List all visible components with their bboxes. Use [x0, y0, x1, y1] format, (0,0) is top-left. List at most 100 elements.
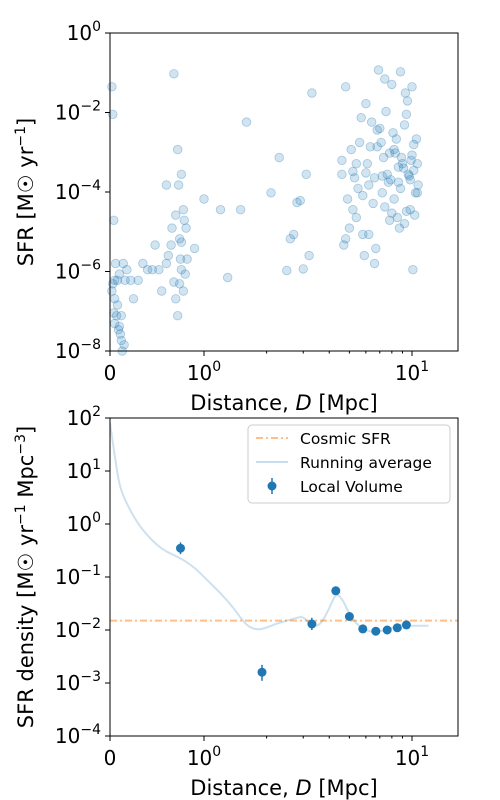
scatter-point [178, 286, 189, 296]
scatter-point [222, 272, 233, 283]
scatter-point [266, 188, 276, 198]
y-tick-label: 101 [67, 457, 101, 483]
scatter-point [354, 137, 365, 148]
scatter-point [344, 223, 355, 233]
scatter-point [389, 144, 399, 155]
x-axis-label-top: Distance, D [Mpc] [190, 391, 377, 415]
x-tick-label: 101 [395, 359, 429, 385]
scatter-point [171, 210, 181, 220]
scatter-point [380, 202, 390, 212]
scatter-point [110, 258, 121, 269]
scatter-point [406, 155, 416, 166]
scatter-points [107, 65, 423, 356]
scatter-point [307, 88, 317, 98]
scatter-point [402, 96, 413, 106]
legend-local-volume-marker [267, 481, 277, 491]
scatter-point [377, 188, 388, 198]
scatter-point [401, 109, 412, 120]
local-volume-point [358, 624, 368, 634]
scatter-point [371, 243, 381, 254]
scatter-point [361, 168, 371, 178]
scatter-point [372, 142, 382, 152]
scatter-point [128, 294, 139, 304]
scatter-point [388, 128, 398, 138]
scatter-point [348, 166, 358, 177]
scatter-point [337, 169, 347, 180]
scatter-point [372, 125, 382, 135]
scatter-point [395, 67, 406, 77]
scatter-point [405, 175, 415, 185]
legend-box [247, 424, 451, 504]
scatter-point [393, 162, 404, 172]
y-tick-label: 102 [67, 404, 101, 430]
scatter-point [169, 69, 179, 79]
scatter-point [376, 137, 386, 148]
scatter-point [400, 88, 411, 98]
scatter-point [118, 258, 128, 269]
sfr-density-panel: 0 100 101 10−4 10−3 10−2 10−1 100 101 102 Distan… [13, 404, 459, 800]
scatter-point [397, 158, 408, 169]
scatter-point [173, 180, 184, 190]
scatter-point [215, 204, 226, 215]
scatter-point [399, 218, 410, 229]
scatter-point [412, 158, 423, 169]
scatter-point [407, 82, 417, 92]
x-tick-label: 101 [395, 744, 429, 770]
y-tick-label: 10−3 [55, 669, 101, 695]
scatter-point [115, 329, 126, 339]
scatter-point [383, 177, 394, 187]
scatter-point [172, 311, 183, 321]
scatter-point [176, 237, 187, 247]
scatter-point [175, 254, 186, 264]
scatter-point [395, 183, 406, 194]
scatter-point [116, 335, 127, 346]
scatter-point [108, 279, 118, 289]
scatter-point [364, 180, 374, 190]
scatter-point [367, 117, 377, 127]
scatter-point [375, 123, 385, 134]
scatter-point [179, 215, 190, 226]
legend: Cosmic SFR Running average Local Volume [247, 424, 451, 504]
scatter-point [289, 229, 299, 240]
scatter-point [408, 265, 418, 275]
scatter-point [378, 152, 389, 163]
scatter-point [241, 117, 252, 127]
x-tick-label: 100 [187, 744, 221, 770]
scatter-point [384, 148, 395, 158]
scatter-point [274, 152, 284, 163]
scatter-point [398, 163, 409, 173]
scatter-point [169, 277, 179, 287]
legend-local-volume-label: Local Volume [300, 478, 403, 496]
local-volume-point [176, 543, 185, 553]
x-axis-label-bottom: Distance, D [Mpc] [190, 776, 377, 800]
x-tick-label: 0 [104, 361, 117, 385]
legend-running-label: Running average [300, 454, 432, 472]
y-tick-label: 10−6 [55, 258, 101, 284]
scatter-point [154, 265, 164, 275]
scatter-point [111, 311, 122, 321]
y-axis-label-bottom: SFR density [M☉ yr−1 Mpc−3] [13, 426, 38, 728]
scatter-point [189, 243, 200, 254]
scatter-point [235, 204, 246, 215]
local-volume-point [392, 623, 402, 633]
scatter-point [391, 134, 402, 144]
scatter-point [342, 194, 353, 204]
scatter-point [339, 240, 349, 250]
scatter-point [365, 142, 376, 152]
scatter-point [405, 204, 415, 215]
scatter-point [359, 250, 370, 261]
scatter-point [285, 234, 296, 244]
scatter-point [409, 139, 419, 150]
scatter-point [356, 112, 366, 123]
sfr-scatter-panel: 0 100 101 10−8 10−6 10−4 10−2 100 Distance, D … [13, 19, 459, 415]
y-axis-ticks-top: 10−8 10−6 10−4 10−2 100 [55, 19, 110, 363]
scatter-point [108, 109, 118, 120]
scatter-point [387, 79, 397, 90]
scatter-point [413, 180, 423, 190]
scatter-point [396, 152, 407, 163]
scatter-point [394, 223, 405, 233]
scatter-point [364, 229, 374, 240]
local-volume-point [331, 586, 341, 596]
local-volume-point [371, 626, 381, 636]
scatter-point [142, 265, 153, 275]
